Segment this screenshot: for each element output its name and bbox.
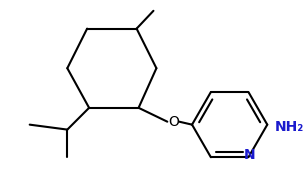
- Text: O: O: [168, 115, 179, 129]
- Text: NH₂: NH₂: [274, 120, 304, 134]
- Text: N: N: [244, 148, 255, 162]
